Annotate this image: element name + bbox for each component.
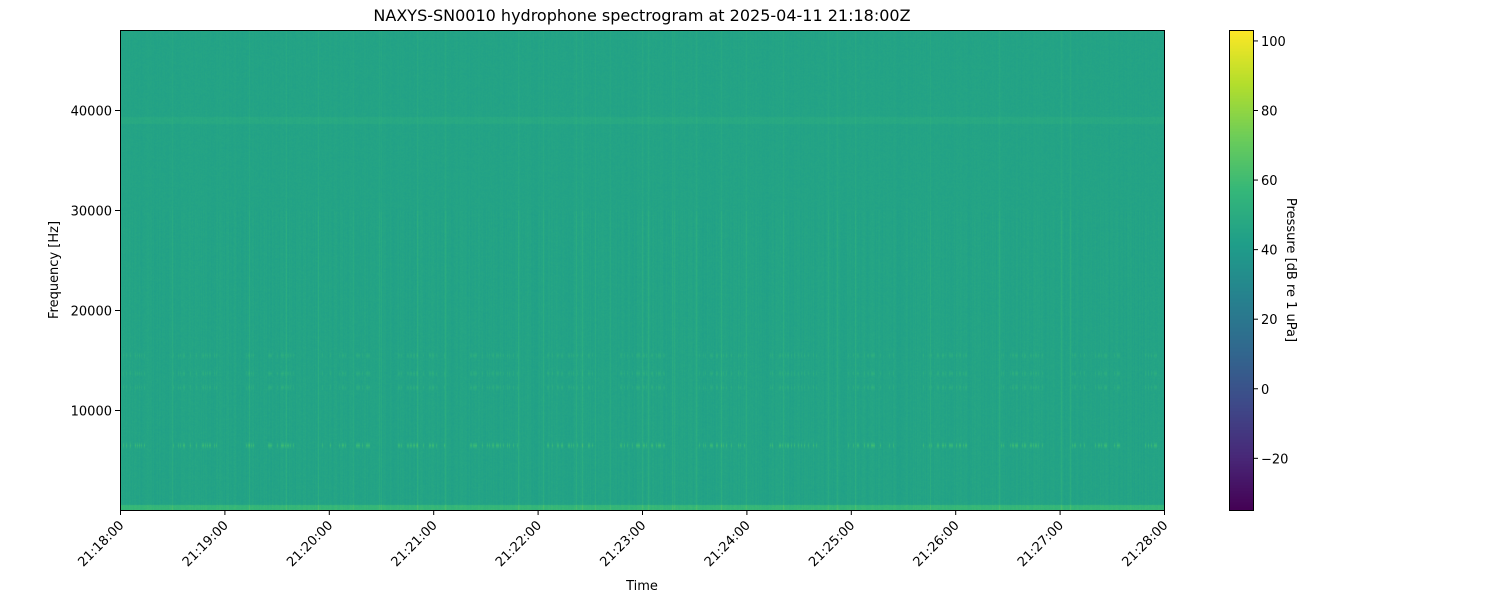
x-tick-label: 21:26:00 [911, 518, 963, 570]
y-tick-label: 20000 [71, 305, 112, 320]
x-axis-label: Time [625, 579, 658, 594]
colorbar-frame [1229, 30, 1254, 511]
x-tick-label: 21:27:00 [1015, 518, 1067, 570]
chart-title: NAXYS-SN0010 hydrophone spectrogram at 2… [373, 6, 910, 25]
y-tick-label: 10000 [71, 405, 112, 420]
x-tick-label: 21:21:00 [389, 518, 441, 570]
colorbar-tick-label: 20 [1261, 313, 1278, 328]
plot-frame [120, 30, 1165, 511]
colorbar-tick-label: 40 [1261, 244, 1278, 259]
x-tick-label: 21:25:00 [806, 518, 858, 570]
colorbar-tick-label: 80 [1261, 105, 1278, 120]
colorbar [1229, 30, 1253, 510]
x-tick-label: 21:23:00 [597, 518, 649, 570]
colorbar-tick-label: 100 [1261, 35, 1286, 50]
x-tick-label: 21:20:00 [284, 518, 336, 570]
colorbar-tick-label: 60 [1261, 174, 1278, 189]
y-tick-label: 30000 [71, 205, 112, 220]
x-tick-label: 21:18:00 [75, 518, 127, 570]
y-tick-label: 40000 [71, 105, 112, 120]
x-tick-label: 21:24:00 [702, 518, 754, 570]
x-tick-label: 21:19:00 [180, 518, 232, 570]
y-axis-label: Frequency [Hz] [47, 221, 62, 319]
x-tick-label: 21:28:00 [1119, 518, 1171, 570]
colorbar-label: Pressure [dB re 1 uPa] [1283, 198, 1298, 342]
colorbar-tick-label: 0 [1261, 383, 1269, 398]
x-tick-label: 21:22:00 [493, 518, 545, 570]
spectrogram-heatmap [120, 30, 1164, 510]
colorbar-tick-label: −20 [1261, 452, 1288, 467]
